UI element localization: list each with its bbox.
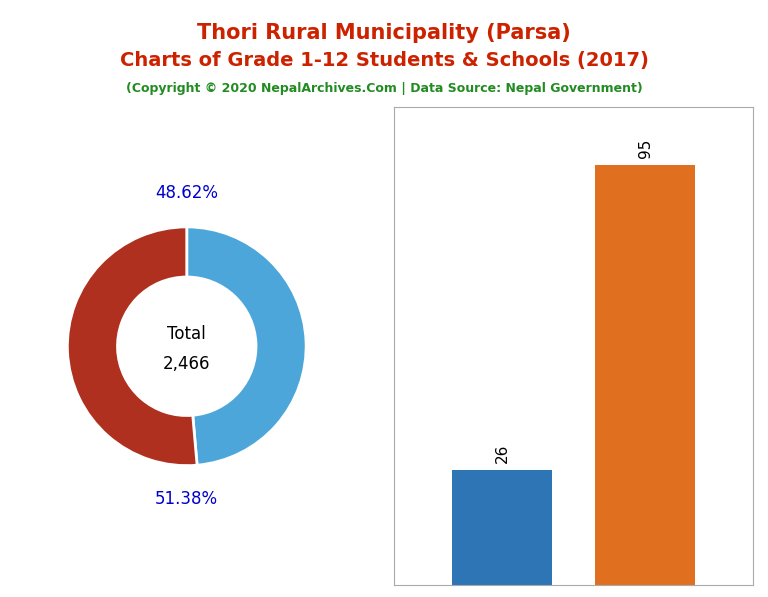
Wedge shape — [68, 227, 197, 466]
Wedge shape — [187, 227, 306, 465]
Text: 26: 26 — [495, 444, 509, 463]
Bar — [452, 470, 552, 585]
Text: 51.38%: 51.38% — [155, 490, 218, 508]
Text: Charts of Grade 1-12 Students & Schools (2017): Charts of Grade 1-12 Students & Schools … — [120, 51, 648, 70]
Text: (Copyright © 2020 NepalArchives.Com | Data Source: Nepal Government): (Copyright © 2020 NepalArchives.Com | Da… — [126, 82, 642, 96]
Text: Thori Rural Municipality (Parsa): Thori Rural Municipality (Parsa) — [197, 23, 571, 43]
Text: 95: 95 — [637, 139, 653, 158]
Text: 48.62%: 48.62% — [155, 184, 218, 202]
Text: Total: Total — [167, 325, 206, 343]
Bar — [595, 165, 695, 585]
Text: 2,466: 2,466 — [163, 355, 210, 373]
